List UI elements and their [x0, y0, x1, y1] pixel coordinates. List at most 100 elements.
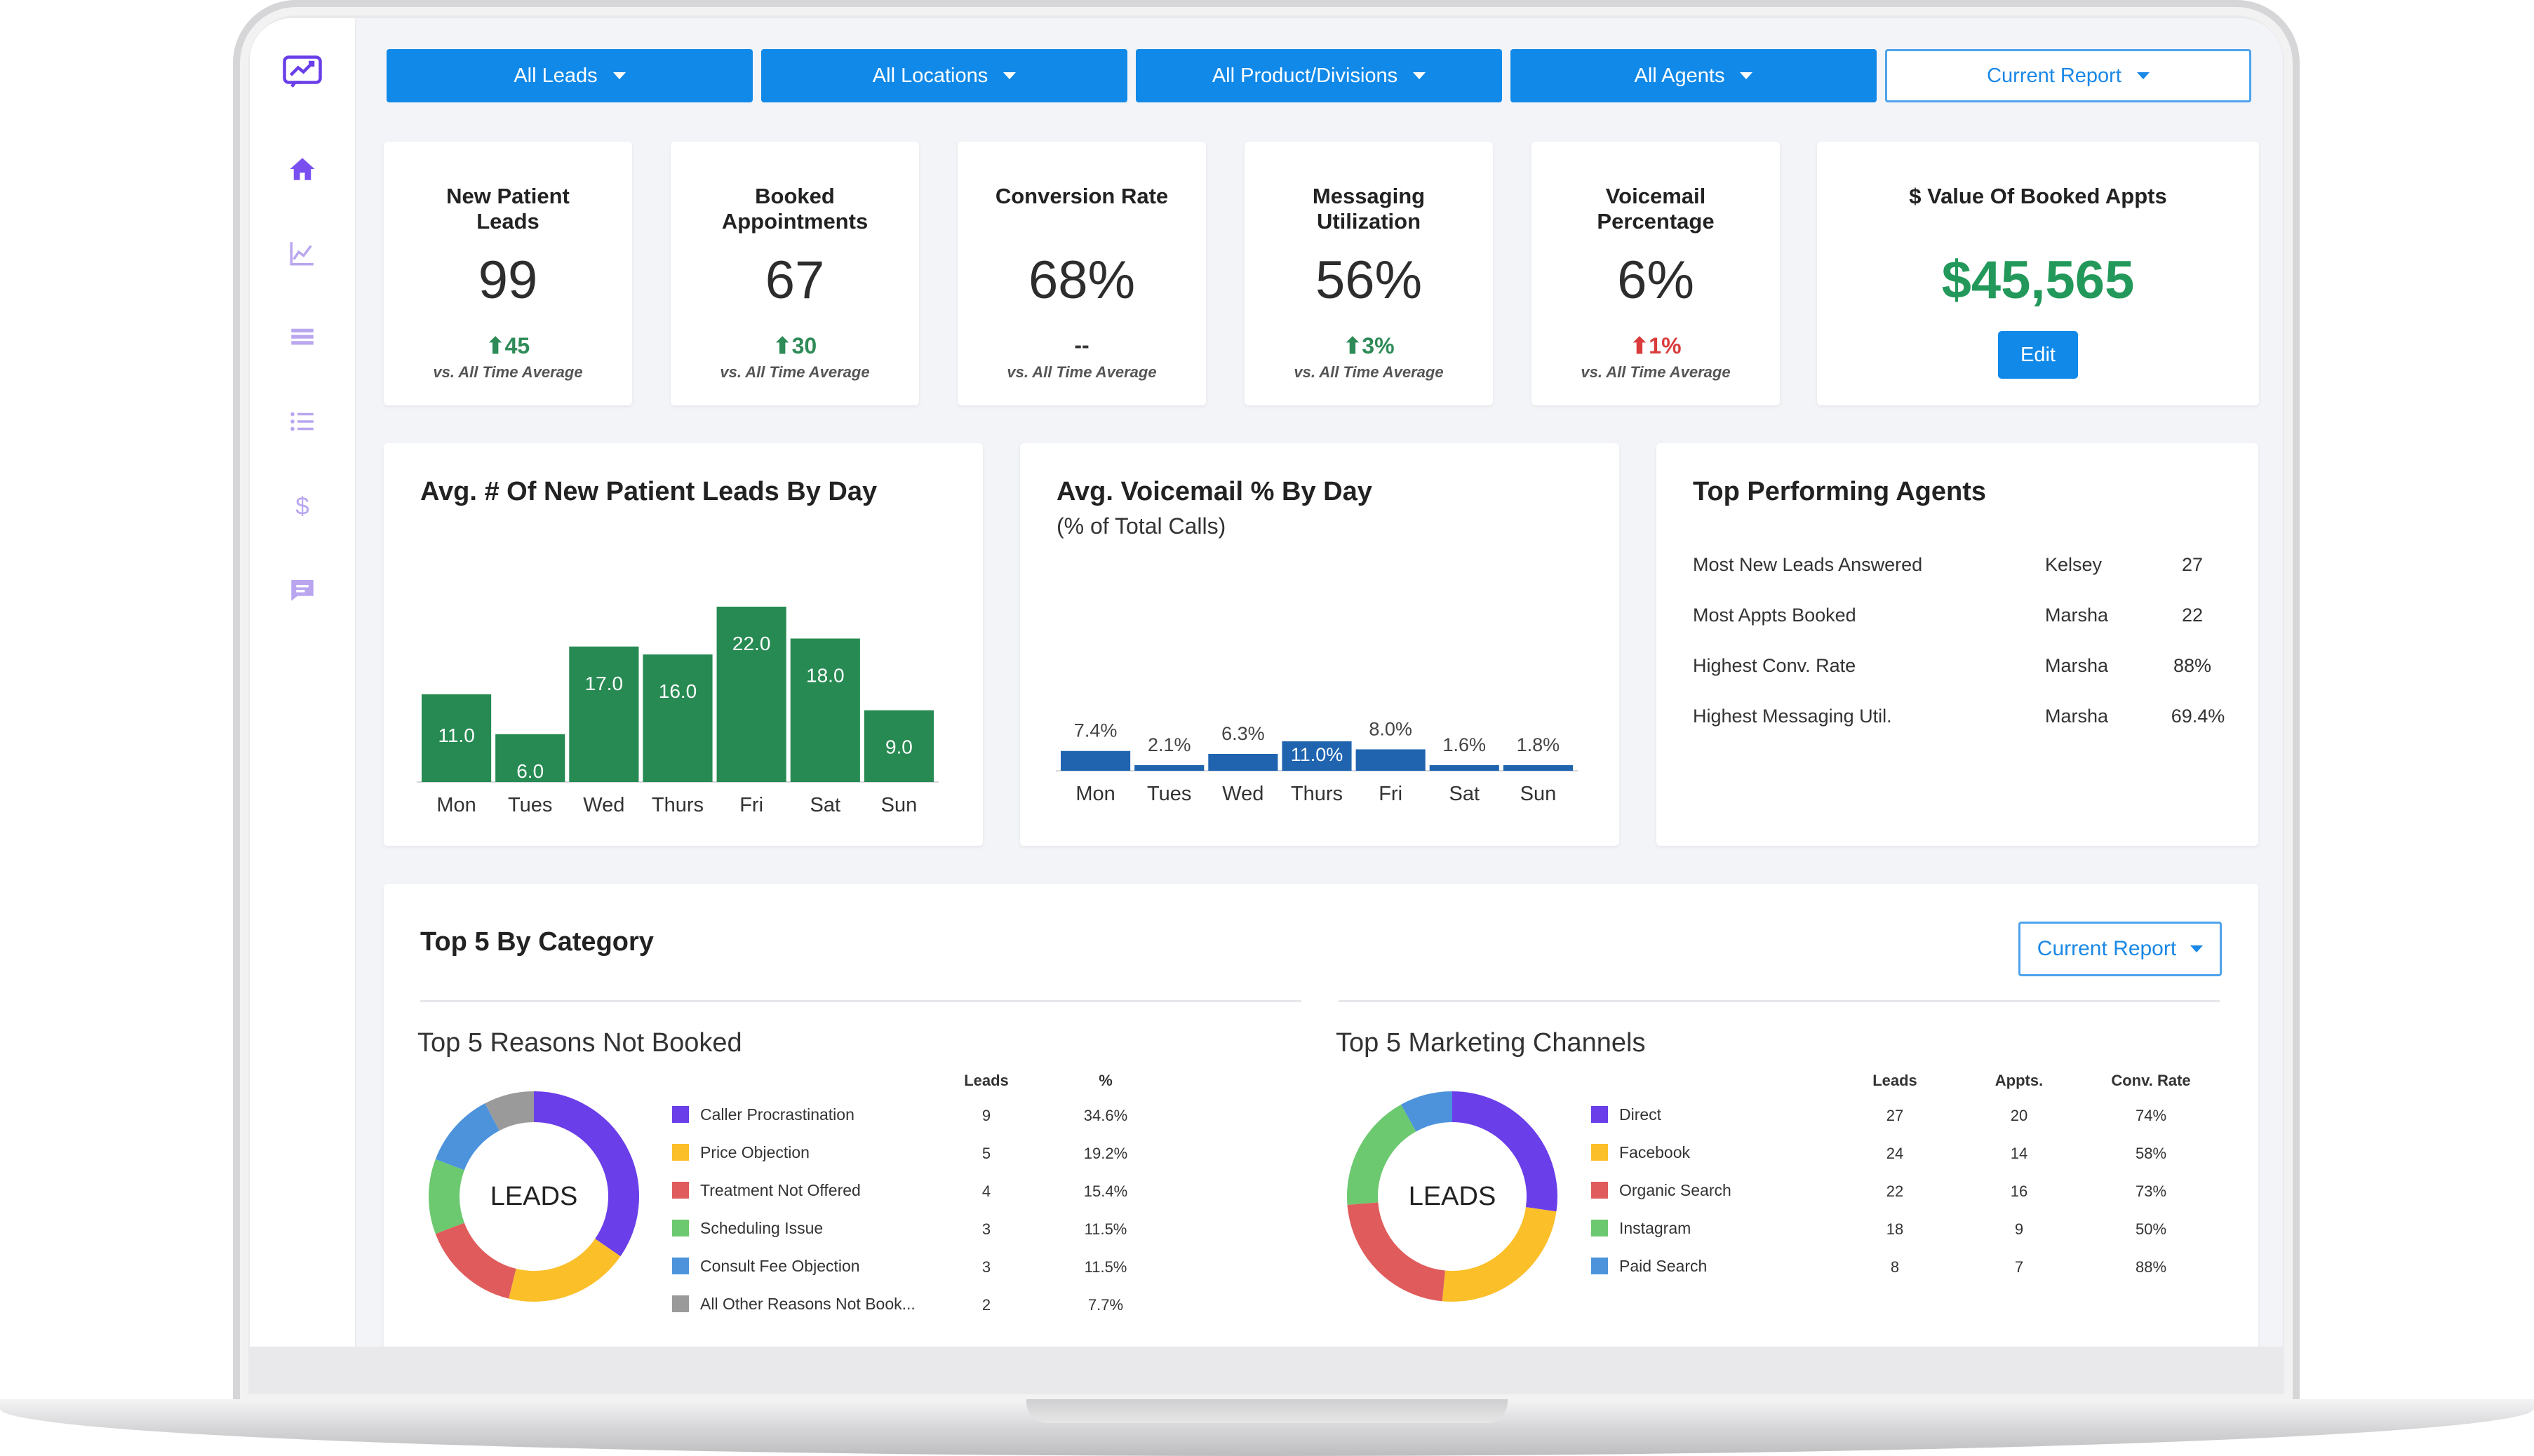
filter-locations-dropdown[interactable]: All Locations: [761, 49, 1127, 102]
booked-value-amount: $45,565: [1941, 250, 2135, 310]
chart-icon[interactable]: [285, 236, 320, 271]
chart-title: Avg. # Of New Patient Leads By Day: [420, 477, 878, 506]
top-agents-card: Top Performing Agents Most New Leads Ans…: [1656, 443, 2258, 846]
list-icon[interactable]: [285, 404, 320, 439]
filter-leads-dropdown[interactable]: All Leads: [387, 49, 753, 102]
donut-slice: [435, 1222, 517, 1299]
legend-swatch: [1591, 1258, 1608, 1274]
sidebar: $: [250, 18, 356, 1347]
kpi-card-conversion-rate: Conversion Rate 68% -- vs. All Time Aver…: [958, 142, 1206, 405]
kpi-value: 6%: [1617, 250, 1694, 310]
x-tick-label: Sat: [810, 794, 841, 816]
legend-swatch: [1591, 1220, 1608, 1236]
arrow-up-icon: ⬆: [772, 333, 792, 358]
message-icon[interactable]: [285, 572, 320, 607]
table-cell-percent: 15.4%: [1083, 1182, 1128, 1200]
table-cell-leads: 5: [981, 1145, 991, 1162]
table-cell-appts: 7: [2014, 1258, 2024, 1276]
chat-trend-logo-icon[interactable]: [281, 52, 323, 94]
agents-title: Top Performing Agents: [1693, 477, 1986, 506]
legend-item[interactable]: All Other Reasons Not Book...: [672, 1293, 916, 1314]
arrow-up-icon: ⬆: [1630, 333, 1649, 358]
bar-value-label: 11.0%: [1291, 744, 1343, 765]
table-cell-rate: 50%: [2135, 1220, 2167, 1238]
top5-category-card: [384, 884, 2258, 1347]
kpi-subtitle: vs. All Time Average: [1294, 363, 1444, 381]
category-title: Top 5 By Category: [420, 927, 654, 957]
legend-swatch: [1591, 1106, 1608, 1123]
agent-name: Kelsey: [2045, 554, 2103, 575]
table-cell-appts: 16: [2010, 1182, 2028, 1200]
dollar-icon[interactable]: $: [285, 488, 320, 523]
laptop-notch: [1026, 1399, 1508, 1423]
legend-label: Paid Search: [1619, 1256, 1708, 1275]
filter-agents-dropdown[interactable]: All Agents: [1510, 49, 1877, 102]
legend-item[interactable]: Organic Search: [1591, 1180, 1731, 1201]
agent-row: Highest Messaging Util. Marsha 69.4%: [1693, 706, 2230, 734]
chart-title: Avg. Voicemail % By Day: [1057, 477, 1372, 506]
kpi-subtitle: vs. All Time Average: [720, 363, 870, 381]
legend-item[interactable]: Price Objection: [672, 1142, 810, 1163]
bar: [569, 646, 639, 782]
legend-swatch: [672, 1220, 689, 1236]
x-tick-label: Mon: [436, 794, 476, 816]
divider: [1339, 1000, 2220, 1002]
kpi-title: $ Value Of Booked Appts: [1909, 184, 2167, 208]
table-cell-leads: 2: [981, 1296, 991, 1314]
legend-item[interactable]: Instagram: [1591, 1218, 1691, 1239]
legend-label: Price Objection: [700, 1142, 810, 1161]
bar: [864, 710, 934, 782]
donut-slice: [429, 1159, 465, 1234]
legend-item[interactable]: Direct: [1591, 1104, 1661, 1125]
bar-value-label: 1.8%: [1517, 734, 1560, 755]
legend-item[interactable]: Scheduling Issue: [672, 1218, 823, 1239]
table-cell-rate: 73%: [2135, 1182, 2167, 1200]
donut-slice: [435, 1103, 500, 1171]
legend-item[interactable]: Paid Search: [1591, 1255, 1707, 1276]
report-period-dropdown[interactable]: Current Report: [1885, 49, 2251, 102]
voicemail-by-day-chart: 7.4% Mon 2.1% Tues 6.3% Wed 11.0% Thurs 8.0% Fri 1…: [1056, 718, 1578, 805]
legend-label: Treatment Not Offered: [700, 1180, 861, 1199]
legend-item[interactable]: Facebook: [1591, 1142, 1690, 1163]
channels-donut-chart: [1347, 1091, 1557, 1302]
donut-center-label: LEADS: [490, 1181, 578, 1211]
svg-text:$: $: [295, 492, 309, 520]
kpi-card-booked-appointments: Booked Appointments 67 ⬆30 vs. All Time …: [671, 142, 919, 405]
agent-value: 27: [2181, 554, 2204, 575]
legend-item[interactable]: Treatment Not Offered: [672, 1180, 861, 1201]
kpi-subtitle: vs. All Time Average: [1007, 363, 1157, 381]
reasons-title: Top 5 Reasons Not Booked: [417, 1028, 742, 1058]
bar: [1061, 750, 1131, 771]
legend-label: Organic Search: [1619, 1180, 1731, 1199]
bar-value-label: 18.0: [806, 664, 845, 686]
donut-slice: [509, 1238, 621, 1302]
arrow-up-icon: ⬆: [485, 333, 505, 358]
voicemail-by-day-card: Avg. Voicemail % By Day (% of Total Call…: [1020, 443, 1619, 846]
table-cell-leads: 4: [981, 1182, 991, 1200]
bar: [790, 638, 860, 782]
leads-by-day-chart: 11.0 Mon 6.0 Tues 17.0 Wed 16.0 Thurs 22.0 Fri 18.…: [417, 607, 939, 816]
legend-swatch: [672, 1182, 689, 1199]
table-cell-leads: 3: [981, 1220, 991, 1238]
bar: [1503, 765, 1573, 771]
legend-item[interactable]: Consult Fee Objection: [672, 1255, 860, 1276]
table-cell-leads: 8: [1890, 1258, 1900, 1276]
legend-item[interactable]: Caller Procrastination: [672, 1104, 854, 1125]
arrow-up-icon: ⬆: [1343, 333, 1362, 358]
x-tick-label: Thurs: [1291, 783, 1343, 805]
donut-slice: [533, 1091, 639, 1257]
kpi-delta: ⬆3%: [1343, 333, 1395, 358]
bar-value-label: 9.0: [885, 736, 913, 758]
x-tick-label: Wed: [583, 794, 624, 816]
edit-button[interactable]: Edit: [1998, 331, 2078, 379]
home-icon[interactable]: [285, 151, 320, 187]
kpi-card-messaging-utilization: Messaging Utilization 56% ⬆3% vs. All Ti…: [1245, 142, 1493, 405]
app-screen: $ All Leads All Locations All Product/Di…: [250, 18, 2283, 1347]
category-report-dropdown[interactable]: Current Report: [2018, 922, 2222, 976]
channels-title: Top 5 Marketing Channels: [1336, 1028, 1646, 1058]
donut-slice: [1347, 1201, 1446, 1302]
table-cell-percent: 11.5%: [1084, 1220, 1127, 1238]
table-header: Appts.: [1995, 1072, 2044, 1089]
filter-products-dropdown[interactable]: All Product/Divisions: [1136, 49, 1502, 102]
table-icon[interactable]: [285, 320, 320, 355]
